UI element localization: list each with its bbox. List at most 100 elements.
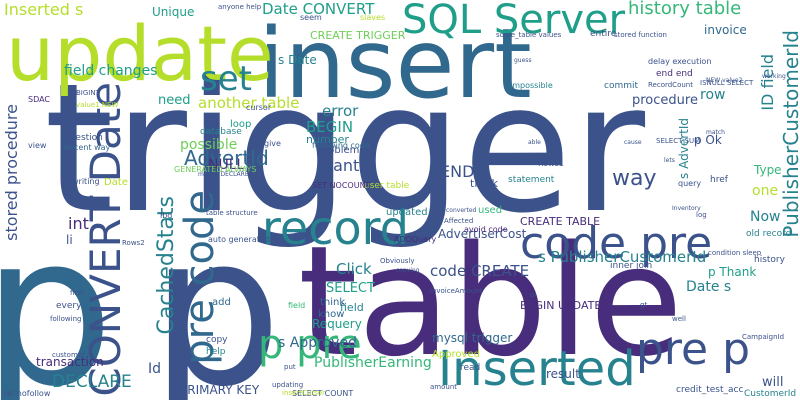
word: code pre	[520, 218, 713, 269]
word: row	[700, 87, 726, 103]
word: Requery	[312, 317, 362, 331]
word: PRIMARY KEY	[180, 383, 260, 397]
word: copying	[396, 267, 420, 274]
word: error	[322, 102, 359, 120]
word: following code	[312, 141, 370, 150]
word: statement	[508, 175, 555, 185]
word: lets	[664, 157, 675, 164]
word: CREATE TABLE	[520, 215, 601, 228]
word: code CREATE	[430, 262, 530, 280]
word: add	[212, 297, 231, 308]
word: AdvertId	[184, 146, 269, 170]
word: copy	[206, 335, 228, 345]
word: set	[200, 59, 252, 99]
word: field	[340, 301, 364, 314]
word: some_table values	[496, 31, 562, 39]
word: Inserted	[438, 341, 636, 397]
word: lbd	[160, 211, 173, 220]
word: condition sleep	[708, 249, 762, 257]
word: writing	[72, 177, 100, 186]
word: Obviously	[380, 257, 415, 265]
word: old record	[746, 229, 792, 239]
word: Date s	[686, 279, 732, 295]
word: stored procedure	[2, 104, 21, 241]
word: SELECT COUNT	[292, 389, 354, 398]
word: Rows1	[538, 159, 564, 168]
word: PublisherEarning	[314, 355, 432, 371]
word: history	[754, 255, 785, 265]
word: stored function	[614, 31, 667, 39]
word: mysql trigger	[432, 331, 513, 345]
word: query	[678, 179, 702, 188]
word: end end	[656, 69, 693, 79]
word: CampaignId	[742, 333, 785, 341]
word: help	[206, 347, 226, 357]
word: p Thank	[708, 265, 757, 279]
word: put	[284, 363, 296, 371]
word: impossible	[510, 81, 553, 90]
word: DECLARE	[52, 372, 132, 392]
word: ID field	[758, 54, 777, 111]
word: think	[320, 297, 346, 308]
word: pre p	[636, 324, 751, 375]
word: ISNULL SELECT	[700, 79, 754, 87]
word: s Date	[278, 53, 317, 67]
word: inner join	[610, 261, 653, 271]
word: table	[298, 213, 683, 390]
word: Now	[750, 209, 781, 225]
word: avoid code	[464, 225, 508, 234]
word: invoiceAmount	[430, 287, 483, 295]
word: ADOQuery	[394, 235, 437, 244]
word: know	[318, 309, 345, 320]
word: field changes	[64, 63, 158, 79]
word: PublisherCustomerId	[779, 30, 800, 238]
word: Id	[148, 361, 162, 377]
word: log	[696, 211, 707, 219]
word: int	[68, 214, 89, 233]
word: trigger	[44, 45, 646, 252]
word: anyone help	[218, 3, 262, 11]
word: Approved	[432, 349, 480, 360]
word: guess	[514, 57, 532, 64]
word: NULL	[208, 157, 245, 173]
word: cause	[624, 139, 642, 146]
word: customer	[52, 351, 85, 359]
word: Inventory	[672, 205, 701, 212]
word: CONVERT Date	[81, 82, 130, 397]
word: ol	[530, 291, 537, 299]
word: amount	[430, 383, 458, 391]
word: RecordCount	[648, 81, 693, 89]
word: CustomerId	[744, 389, 797, 399]
word: Rows2	[122, 239, 145, 247]
word: procedure	[632, 93, 698, 108]
word: used	[478, 205, 503, 216]
word: delay execution	[648, 57, 712, 66]
word: Affected	[444, 217, 474, 225]
word: insertCursor	[282, 389, 325, 397]
word: SELECT	[326, 281, 375, 296]
word: another table	[198, 94, 300, 112]
word: track	[470, 177, 498, 190]
word: BEGIN UPDATE	[520, 299, 602, 312]
word: able	[528, 139, 541, 146]
word: CREATE TRIGGER	[310, 29, 406, 42]
word: Click	[336, 260, 372, 278]
word: GENERATED ALWAYS	[174, 165, 257, 174]
word: credit_test_acc	[676, 385, 744, 395]
word: entire	[590, 29, 617, 39]
word: END	[440, 162, 475, 181]
word: match	[706, 129, 725, 136]
word: p Ok	[694, 133, 722, 147]
word: p	[0, 191, 115, 400]
word: decent way	[64, 143, 111, 152]
word: gt	[640, 301, 648, 309]
word: SDAC	[28, 95, 51, 104]
word: seem	[300, 13, 322, 22]
word: want	[320, 156, 360, 175]
word: following	[50, 315, 82, 323]
word: Inserted s	[4, 0, 84, 19]
word: money DECLARE	[198, 171, 249, 178]
word: update	[6, 9, 274, 98]
word: li	[66, 233, 73, 247]
